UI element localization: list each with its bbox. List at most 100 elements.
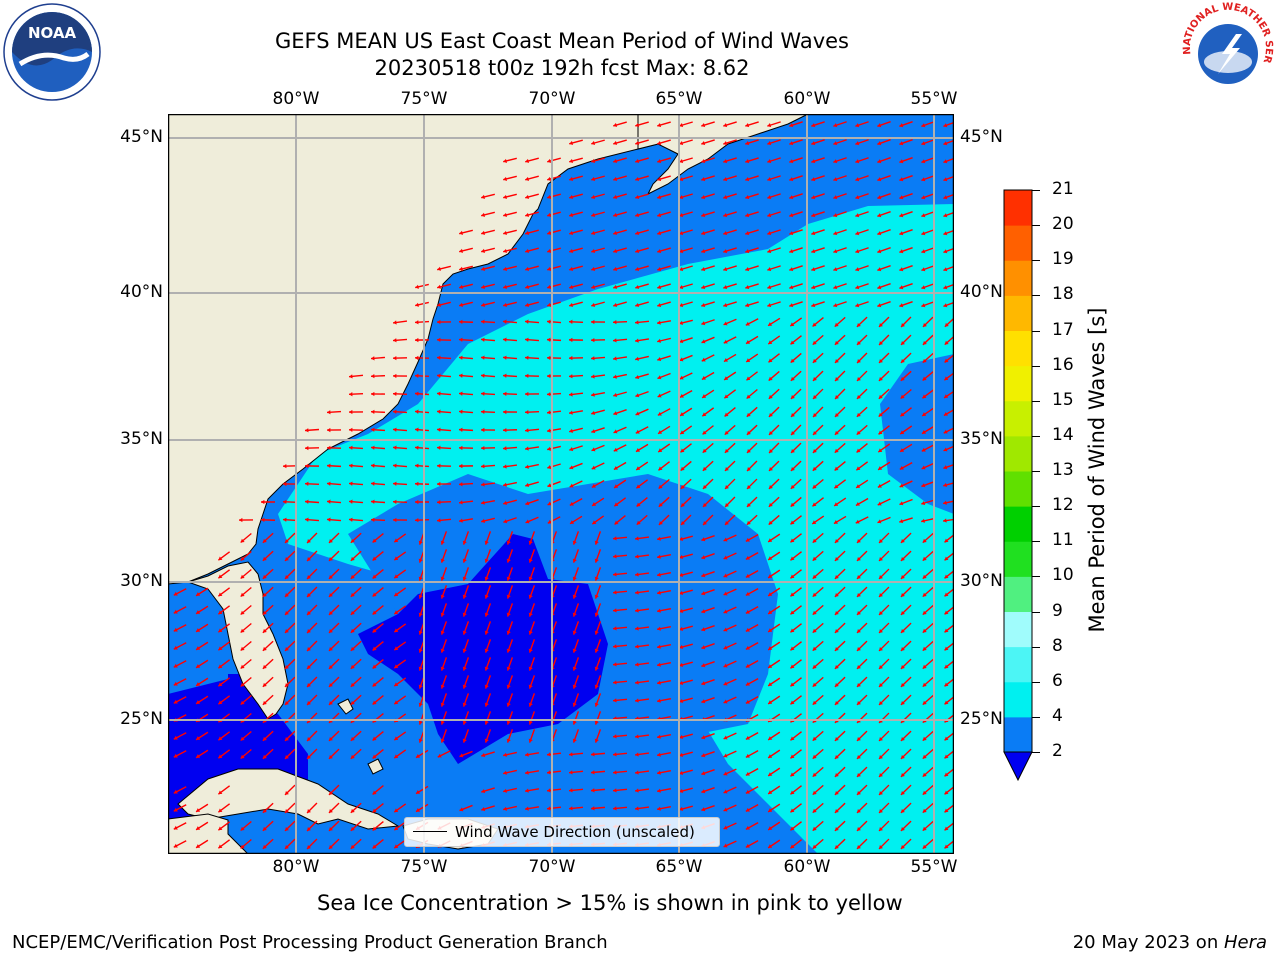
- wave-direction-arrowhead: [437, 302, 441, 307]
- wave-direction-arrowhead: [921, 195, 926, 200]
- wave-direction-arrowhead: [790, 646, 795, 651]
- wave-direction-arrowhead: [701, 159, 706, 164]
- wave-direction-arrowhead: [900, 574, 905, 579]
- wave-direction-arrowhead: [503, 248, 508, 253]
- wave-direction-arrowhead: [899, 303, 904, 308]
- wave-direction-arrowhead: [657, 806, 661, 811]
- wave-direction-arrowhead: [261, 499, 265, 505]
- wave-direction-arrowhead: [415, 445, 419, 450]
- wave-direction-arrowhead: [679, 536, 684, 542]
- wave-direction-arrowhead: [834, 466, 839, 471]
- wave-direction-arrowhead: [481, 248, 486, 253]
- wave-direction-arrowhead: [944, 682, 949, 687]
- wave-direction-arrowhead: [371, 463, 375, 468]
- wave-direction-arrowhead: [657, 788, 661, 793]
- wave-direction-arrowhead: [307, 683, 311, 687]
- wave-direction-arrowhead: [679, 248, 684, 254]
- wave-direction-arrowhead: [547, 284, 552, 290]
- wave-direction-arrowhead: [506, 576, 511, 581]
- wave-direction-arrowhead: [811, 267, 816, 272]
- wave-direction-arrowhead: [701, 141, 706, 146]
- wave-direction-arrowhead: [790, 556, 795, 561]
- wave-direction-arrowhead: [857, 773, 861, 777]
- footer-left: NCEP/EMC/Verification Post Processing Pr…: [12, 932, 608, 953]
- wave-direction-arrowhead: [173, 591, 178, 596]
- wave-direction-arrowhead: [879, 827, 883, 831]
- wave-direction-arrowhead: [525, 428, 529, 433]
- wave-direction-arrowhead: [528, 684, 533, 689]
- wave-direction-arrowhead: [723, 627, 728, 632]
- wave-direction-arrowhead: [789, 123, 794, 128]
- wave-direction-arrowhead: [218, 682, 223, 687]
- colorbar-swatch: [1004, 260, 1032, 296]
- wave-direction-arrowhead: [834, 359, 839, 363]
- wave-direction-arrowhead: [768, 358, 773, 363]
- wave-direction-arrowhead: [635, 662, 639, 667]
- wave-direction-arrowhead: [372, 700, 377, 705]
- wave-direction-arrowhead: [440, 702, 445, 707]
- wave-direction-arrowhead: [922, 358, 927, 363]
- wave-direction-arrowhead: [900, 700, 905, 705]
- wave-direction-arrowhead: [812, 556, 817, 561]
- wave-direction-arrowhead: [350, 574, 355, 579]
- wave-direction-arrowhead: [547, 483, 552, 488]
- wave-direction-arrowhead: [506, 684, 511, 689]
- wave-direction-arrowhead: [833, 123, 838, 128]
- wave-direction-arrowhead: [701, 375, 706, 380]
- wave-direction-arrowhead: [922, 430, 927, 434]
- wave-direction-arrowhead: [680, 502, 685, 507]
- wave-direction-arrowhead: [878, 412, 883, 417]
- wave-direction-arrowhead: [857, 647, 861, 651]
- wave-direction-arrowhead: [528, 540, 533, 545]
- wave-direction-arrowhead: [371, 427, 375, 432]
- wave-direction-arrowhead: [547, 410, 551, 415]
- wave-direction-arrowhead: [856, 430, 861, 435]
- wave-direction-arrowhead: [613, 230, 618, 236]
- wave-direction-arrowhead: [569, 788, 573, 793]
- wave-direction-arrowhead: [767, 123, 772, 128]
- wave-direction-arrowhead: [415, 284, 419, 289]
- wave-direction-arrowhead: [725, 485, 729, 489]
- wave-direction-arrowhead: [679, 266, 684, 272]
- wave-direction-arrowhead: [879, 359, 883, 363]
- wave-direction-arrowhead: [724, 412, 729, 417]
- wave-direction-arrowhead: [372, 754, 377, 759]
- colorbar-tick-mark: [1032, 752, 1040, 753]
- colorbar-tick-label: 11: [1052, 530, 1074, 551]
- wave-direction-arrowhead: [922, 682, 927, 687]
- wave-direction-arrowhead: [922, 574, 927, 579]
- wave-direction-arrowhead: [834, 790, 839, 795]
- colorbar-tick-mark: [1032, 681, 1040, 683]
- wave-direction-arrowhead: [394, 610, 399, 615]
- wave-direction-arrowhead: [790, 466, 795, 471]
- wave-direction-arrowhead: [900, 610, 905, 615]
- wave-direction-arrowhead: [285, 809, 289, 813]
- lat-tick-right-40n: 40°N: [960, 282, 1003, 302]
- wave-direction-arrowhead: [503, 391, 507, 396]
- wave-direction-arrowhead: [459, 807, 464, 812]
- wave-direction-arrowhead: [679, 212, 684, 218]
- colorbar-tick-label: 21: [1052, 179, 1074, 199]
- wave-direction-arrowhead: [635, 176, 640, 182]
- wave-direction-arrowhead: [745, 573, 750, 578]
- wave-direction-arrowhead: [878, 430, 883, 435]
- wave-direction-arrowhead: [481, 355, 485, 360]
- wave-direction-arrowhead: [218, 664, 223, 669]
- wave-direction-arrowhead: [811, 249, 816, 254]
- colorbar-tick-mark: [1032, 190, 1040, 191]
- wave-direction-arrowhead: [680, 484, 685, 489]
- wave-direction-arrowhead: [418, 720, 423, 725]
- wave-direction-arrowhead: [547, 464, 552, 470]
- colorbar-swatch: [1004, 435, 1032, 472]
- wave-direction-arrowhead: [503, 464, 507, 469]
- wave-direction-arrowhead: [503, 770, 507, 775]
- wave-direction-arrowhead: [635, 374, 640, 380]
- wave-direction-arrowhead: [594, 630, 599, 635]
- map-frame: [167, 113, 955, 855]
- wave-direction-arrowhead: [635, 266, 640, 272]
- wave-direction-arrowhead: [506, 738, 511, 743]
- wave-direction-arrowhead: [943, 285, 948, 290]
- wave-direction-arrowhead: [790, 754, 795, 759]
- wave-direction-arrowhead: [812, 538, 817, 543]
- wave-direction-arrowhead: [569, 266, 574, 272]
